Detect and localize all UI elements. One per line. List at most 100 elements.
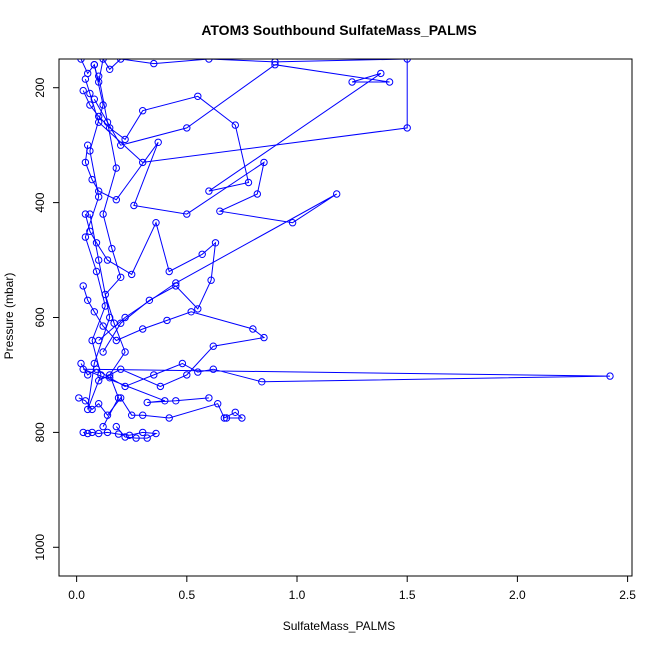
- data-point: [198, 250, 206, 259]
- series-line: [98, 76, 126, 427]
- data-point: [88, 405, 96, 414]
- data-point: [139, 107, 147, 115]
- data-point: [209, 342, 218, 350]
- data-point: [231, 121, 240, 129]
- data-point: [103, 256, 112, 264]
- data-point: [244, 178, 253, 187]
- data-point: [108, 244, 116, 253]
- data-point: [81, 233, 90, 241]
- data-point: [121, 433, 129, 441]
- x-tick-label: 1.0: [289, 588, 306, 602]
- data-point: [606, 372, 614, 380]
- profile-series: [77, 59, 411, 167]
- data-point: [238, 414, 246, 422]
- series-line: [83, 426, 158, 439]
- series-line: [80, 362, 611, 403]
- data-point: [348, 78, 356, 86]
- data-point: [79, 365, 87, 373]
- data-point: [75, 394, 83, 402]
- y-axis-label: Pressure (mbar): [2, 273, 16, 360]
- data-point: [103, 118, 112, 126]
- y-tick-label: 800: [33, 422, 47, 442]
- data-point: [214, 400, 222, 408]
- data-point: [194, 92, 202, 101]
- data-point: [99, 348, 107, 356]
- data-point: [81, 158, 90, 167]
- data-point: [106, 65, 114, 74]
- data-point: [183, 124, 191, 132]
- data-point: [128, 270, 136, 279]
- x-tick-label: 2.0: [509, 588, 526, 602]
- series-line: [82, 64, 390, 192]
- data-point: [258, 378, 266, 386]
- data-point: [207, 276, 215, 284]
- data-point: [143, 434, 151, 442]
- data-point: [211, 239, 220, 247]
- profile-series: [79, 282, 268, 391]
- data-point: [81, 75, 90, 83]
- data-point: [117, 141, 125, 149]
- data-point: [403, 124, 411, 132]
- data-point: [112, 164, 121, 172]
- data-point: [183, 210, 191, 218]
- data-point: [231, 408, 240, 416]
- data-point: [152, 219, 160, 227]
- data-point: [139, 428, 147, 437]
- data-point: [209, 365, 218, 373]
- data-point: [194, 368, 202, 376]
- data-point: [112, 196, 121, 204]
- data-point: [205, 59, 213, 63]
- x-axis-label: SulfateMass_PALMS: [283, 619, 396, 633]
- x-axis: 0.0 0.5 1.0 1.5 2.0 2.5: [68, 576, 636, 602]
- data-point: [163, 316, 171, 325]
- data-point: [84, 429, 92, 438]
- y-axis: 200 400 600 800 1000: [33, 77, 59, 561]
- data-point: [90, 308, 99, 316]
- plot-frame: [58, 58, 633, 577]
- data-point: [194, 305, 202, 313]
- data-point: [121, 382, 129, 391]
- data-point: [150, 59, 158, 68]
- data-point: [130, 201, 138, 210]
- data-point: [154, 138, 162, 147]
- data-point: [84, 405, 92, 414]
- x-tick-label: 0.0: [68, 588, 85, 602]
- data-point: [99, 59, 107, 63]
- data-point: [86, 89, 94, 98]
- profile-series: [79, 422, 160, 442]
- data-point: [121, 135, 129, 144]
- data-point: [90, 60, 99, 69]
- data-point: [77, 59, 85, 63]
- data-point: [79, 86, 87, 95]
- data-point: [333, 190, 341, 198]
- profile-series: [77, 359, 614, 407]
- data-point: [90, 359, 99, 368]
- data-point: [117, 394, 125, 402]
- y-tick-label: 1000: [33, 534, 47, 561]
- data-point: [95, 193, 103, 201]
- data-point: [97, 371, 105, 379]
- data-point: [161, 397, 169, 405]
- profile-series: [79, 60, 394, 195]
- x-tick-label: 2.5: [619, 588, 636, 602]
- data-point: [79, 428, 87, 437]
- data-point: [139, 411, 147, 419]
- data-point: [106, 313, 114, 322]
- data-point: [95, 429, 103, 438]
- data-point: [222, 414, 231, 422]
- data-point: [86, 210, 94, 218]
- data-point: [205, 187, 213, 195]
- profile-series: [81, 138, 341, 345]
- data-point: [128, 411, 136, 419]
- data-point: [165, 267, 173, 276]
- data-point: [403, 59, 411, 63]
- data-point: [117, 59, 125, 63]
- data-point: [165, 414, 173, 422]
- data-point: [172, 397, 180, 405]
- data-point: [95, 256, 103, 264]
- data-point: [216, 207, 224, 215]
- data-point: [249, 325, 257, 333]
- data-point: [172, 282, 180, 290]
- data-point: [143, 398, 151, 407]
- data-point: [145, 296, 154, 304]
